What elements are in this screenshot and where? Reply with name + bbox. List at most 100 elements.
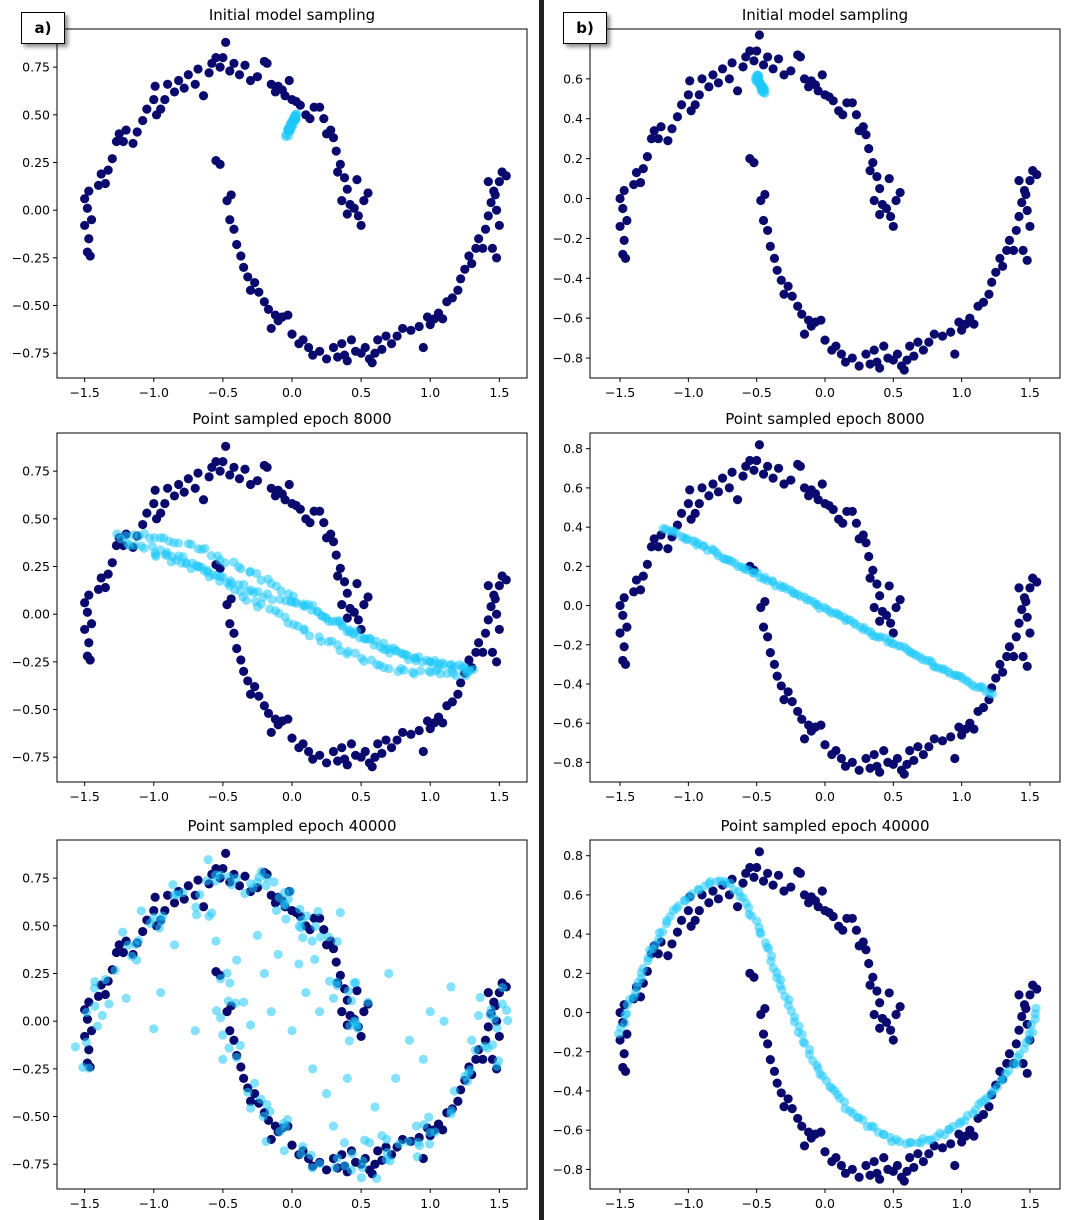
generated-point (121, 993, 131, 1003)
generated-point (343, 646, 353, 657)
generated-point (90, 976, 100, 987)
target-point (386, 339, 397, 349)
generated-point (151, 551, 161, 561)
generated-point (446, 982, 456, 992)
target-point (204, 472, 214, 482)
target-point (752, 46, 762, 56)
target-point (969, 1131, 979, 1141)
generated-point (232, 1052, 242, 1063)
target-point (836, 1160, 846, 1171)
target-point (229, 58, 239, 68)
generated-point (262, 873, 272, 883)
generated-point (349, 978, 359, 988)
target-point (937, 736, 948, 746)
target-point (211, 457, 221, 467)
generated-point (381, 1154, 391, 1165)
generated-point (424, 1112, 434, 1122)
target-point (924, 742, 934, 752)
target-point (84, 186, 94, 196)
generated-point (339, 1138, 350, 1148)
target-point (331, 550, 341, 560)
target-point (266, 79, 276, 89)
target-point (663, 951, 673, 961)
target-point (950, 1160, 960, 1171)
target-point (162, 483, 173, 493)
generated-point (118, 927, 128, 937)
target-point (339, 173, 350, 183)
target-point (913, 742, 923, 752)
x-tick-label: 0.0 (282, 385, 302, 400)
generated-point (281, 914, 291, 924)
generated-point (360, 1135, 370, 1145)
target-point (179, 487, 189, 497)
target-point (438, 314, 448, 324)
target-point (250, 682, 260, 692)
target-point (381, 735, 391, 745)
target-point (881, 1017, 892, 1027)
generated-point (347, 1148, 357, 1159)
generated-point (222, 968, 232, 978)
generated-point (372, 1173, 382, 1183)
target-point (266, 483, 276, 493)
target-point (346, 739, 357, 749)
plot-frame (589, 28, 1061, 379)
target-point (418, 342, 428, 353)
generated-point (643, 952, 654, 963)
target-point (84, 638, 94, 648)
x-tick-label: −0.5 (742, 789, 772, 804)
target-point (795, 52, 806, 62)
target-point (111, 540, 122, 551)
target-point (861, 349, 871, 359)
generated-point (220, 558, 230, 568)
target-point (149, 905, 159, 916)
target-point (779, 70, 789, 80)
generated-point (178, 888, 188, 898)
generated-point (281, 130, 291, 140)
target-point (813, 902, 823, 912)
target-point (363, 592, 373, 602)
target-point (438, 1125, 448, 1135)
target-point (851, 518, 862, 528)
target-point (847, 913, 857, 924)
generated-point (356, 1173, 366, 1183)
target-point (326, 529, 336, 539)
target-point (929, 329, 939, 339)
target-point (491, 657, 502, 667)
target-point (328, 944, 339, 954)
y-tick-label: −0.2 (553, 1044, 583, 1059)
generated-point (799, 1038, 810, 1048)
target-point (769, 659, 780, 669)
target-point (236, 655, 246, 665)
target-point (1032, 169, 1042, 180)
target-point (386, 743, 397, 753)
target-point (283, 714, 293, 724)
generated-point (208, 570, 218, 580)
generated-point (273, 949, 283, 960)
y-tick-label: −0.75 (12, 750, 50, 765)
generated-point (216, 1013, 226, 1023)
target-point (1025, 221, 1035, 232)
target-point (121, 125, 131, 135)
target-point (1014, 211, 1024, 222)
target-point (305, 114, 315, 124)
target-point (229, 224, 239, 234)
target-point (978, 702, 989, 713)
target-point (847, 98, 857, 108)
target-point (287, 329, 297, 339)
y-tick-label: 0.75 (22, 464, 50, 479)
target-point (236, 251, 246, 261)
generated-point (290, 111, 301, 121)
generated-point (262, 1099, 272, 1110)
target-point (315, 750, 325, 760)
target-point (367, 762, 377, 772)
target-point (1011, 632, 1021, 642)
target-point (885, 211, 896, 222)
target-point (749, 872, 759, 882)
target-point (813, 495, 823, 505)
chart-title: Initial model sampling (742, 6, 908, 24)
target-point (494, 1031, 504, 1042)
generated-point (261, 1136, 271, 1147)
generated-point (130, 939, 141, 949)
target-point (1004, 642, 1015, 652)
target-point (745, 455, 755, 466)
